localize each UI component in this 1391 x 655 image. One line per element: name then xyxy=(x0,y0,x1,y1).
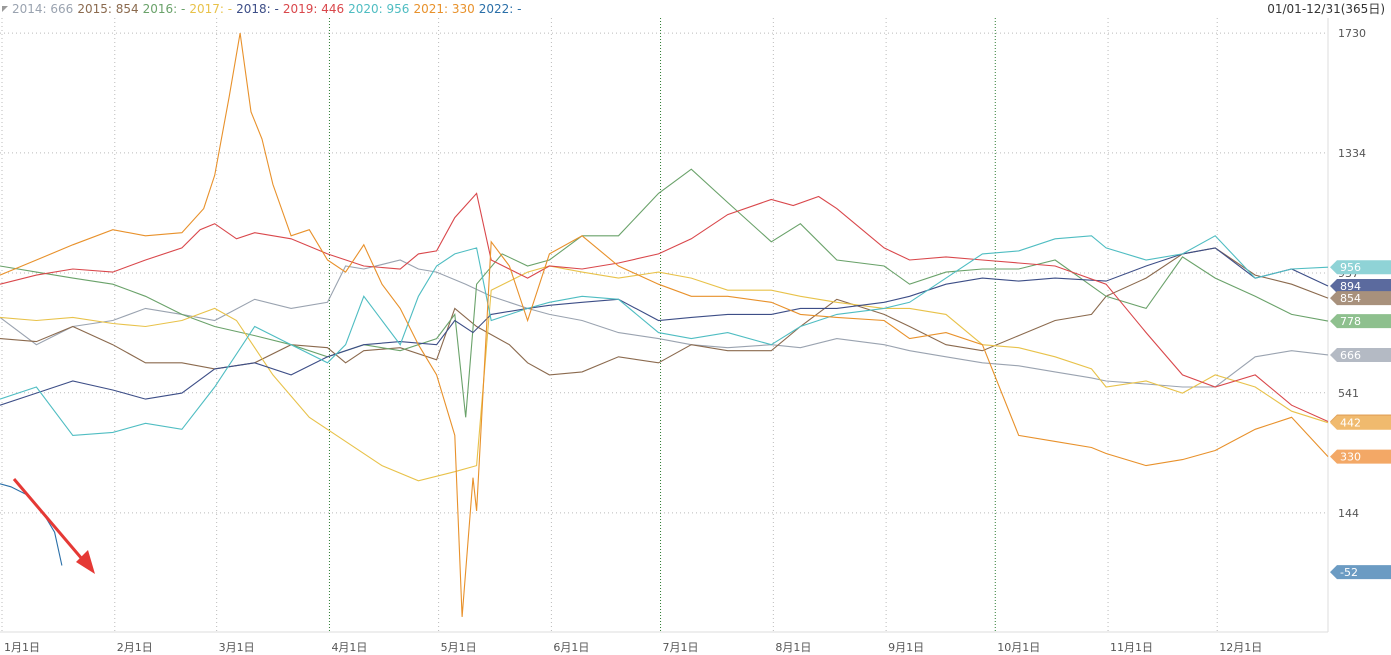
series-line-2018 xyxy=(0,247,1329,406)
legend-collapse-icon[interactable] xyxy=(2,6,8,12)
date-range-label: 01/01-12/31(365日) xyxy=(1267,2,1385,16)
x-tick-label: 4月1日 xyxy=(331,641,367,654)
end-tag-2020 xyxy=(1330,260,1391,275)
end-tag-label-2014: 666 xyxy=(1340,349,1361,362)
x-tick-label: 5月1日 xyxy=(441,641,477,654)
x-tick-label: 11月1日 xyxy=(1110,641,1153,654)
series-line-2016 xyxy=(0,168,1329,418)
x-tick-label: 3月1日 xyxy=(219,641,255,654)
end-tag-2015 xyxy=(1330,291,1391,306)
y-tick-label: 1730 xyxy=(1338,27,1366,40)
end-tag-label-2020: 956 xyxy=(1340,261,1361,274)
x-tick-label: 10月1日 xyxy=(997,641,1040,654)
legend-item-2022[interactable]: 2022: - xyxy=(478,2,522,16)
end-tag-2016 xyxy=(1330,314,1391,329)
legend-item-2015[interactable]: 2015: 854 xyxy=(77,2,139,16)
x-tick-label: 12月1日 xyxy=(1219,641,1262,654)
end-tag-2021 xyxy=(1330,449,1391,464)
end-tag-label-2015: 854 xyxy=(1340,292,1361,305)
series-line-2020 xyxy=(0,235,1329,436)
x-tick-label: 6月1日 xyxy=(553,641,589,654)
end-tag-label-2016: 778 xyxy=(1340,315,1361,328)
series-line-2021 xyxy=(0,33,1329,617)
legend-item-2020[interactable]: 2020: 956 xyxy=(348,2,410,16)
legend-item-2017[interactable]: 2017: - xyxy=(189,2,233,16)
legend-item-2019[interactable]: 2019: 446 xyxy=(282,2,345,16)
series-line-2014 xyxy=(0,259,1329,388)
end-tag-label-2021: 330 xyxy=(1340,451,1361,464)
y-tick-label: 144 xyxy=(1338,507,1359,520)
x-tick-label: 2月1日 xyxy=(117,641,153,654)
series-line-2019 xyxy=(0,192,1329,423)
end-tag-label-2022: -52 xyxy=(1340,566,1358,579)
x-tick-label: 9月1日 xyxy=(888,641,924,654)
legend-item-2014[interactable]: 2014: 666 xyxy=(12,2,74,16)
end-tag-label-2017: 442 xyxy=(1340,417,1361,430)
annotation-arrow-head xyxy=(76,550,95,574)
series-line-2017 xyxy=(0,265,1329,482)
y-tick-label: 541 xyxy=(1338,387,1359,400)
legend-item-2018[interactable]: 2018: - xyxy=(236,2,279,16)
annotation-arrow xyxy=(12,478,90,567)
x-tick-label: 1月1日 xyxy=(4,641,40,654)
y-tick-label: 1334 xyxy=(1338,147,1366,160)
legend-item-2021[interactable]: 2021: 330 xyxy=(413,2,475,16)
end-tag-2017 xyxy=(1330,415,1391,430)
x-tick-label: 7月1日 xyxy=(663,641,699,654)
end-tag-2014 xyxy=(1330,347,1391,362)
legend-items: 2014: 666 2015: 854 2016: -2017: -2018: -2… xyxy=(12,0,526,18)
end-tag-label-2018: 894 xyxy=(1340,280,1361,293)
end-tag-2018 xyxy=(1330,278,1391,293)
legend-item-2016[interactable]: 2016: - xyxy=(142,2,186,16)
legend: 2014: 666 2015: 854 2016: -2017: -2018: -2… xyxy=(0,0,526,18)
x-tick-label: 8月1日 xyxy=(775,641,811,654)
end-tag-2022 xyxy=(1330,565,1391,580)
